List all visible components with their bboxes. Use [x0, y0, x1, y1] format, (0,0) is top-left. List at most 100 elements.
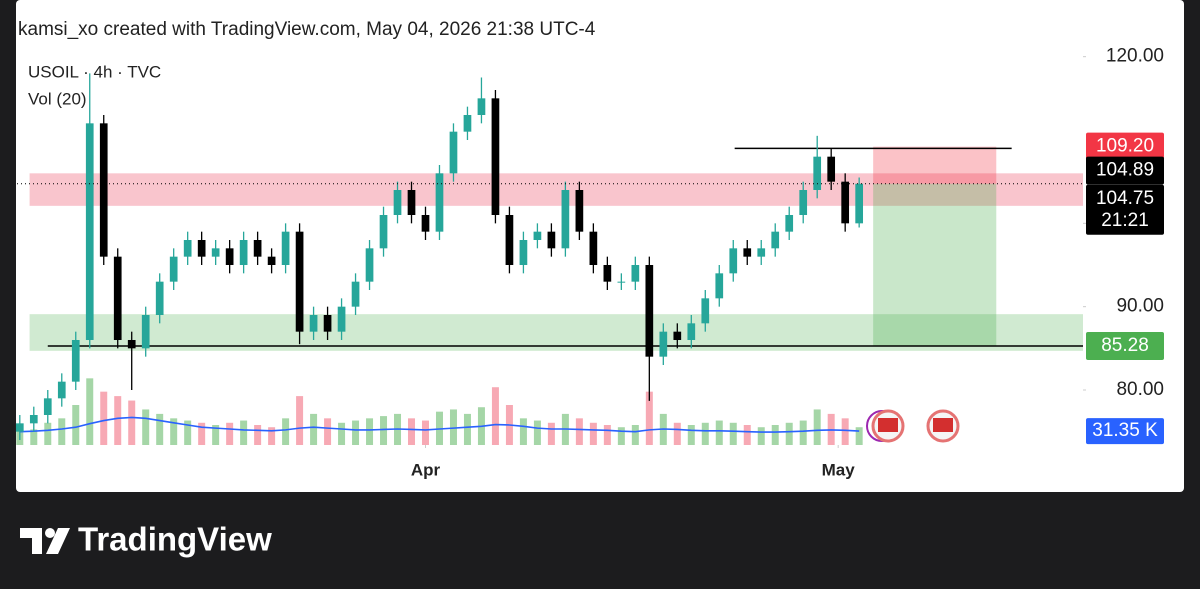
candle-body — [351, 281, 360, 307]
volume-bar — [589, 422, 597, 445]
volume-bar — [547, 422, 555, 445]
candle-body — [197, 240, 206, 257]
volume-bar — [701, 422, 709, 445]
volume-bar — [212, 425, 220, 445]
candle-body — [519, 240, 528, 265]
volume-bar — [226, 422, 234, 445]
candle-body — [211, 248, 220, 257]
volume-bar — [100, 391, 108, 445]
candle-body — [673, 331, 682, 340]
candle-body — [603, 265, 612, 282]
position-stop — [873, 146, 997, 184]
volume-label-box — [1086, 418, 1164, 445]
volume-bar — [715, 420, 723, 445]
volume-bar — [519, 418, 527, 445]
plot: 120.00100.0090.0080.00AprMay109.20104.89… — [15, 46, 1164, 479]
volume-bar — [86, 378, 94, 445]
volume-bar — [296, 396, 304, 445]
candle-body — [813, 156, 822, 190]
volume-bar — [380, 416, 388, 445]
price-label-box — [1086, 156, 1164, 185]
logo-text: TradingView — [78, 521, 272, 558]
volume-bar — [184, 420, 192, 445]
volume-bar — [449, 409, 457, 445]
volume-bar — [324, 418, 332, 445]
candle-body — [141, 315, 150, 349]
candle-body — [85, 123, 94, 340]
candle-body — [15, 423, 24, 432]
candle-body — [715, 273, 724, 299]
candle-body — [771, 231, 780, 249]
flag — [878, 418, 898, 432]
countdown: 21:21 — [1101, 210, 1149, 231]
volume-bar — [352, 420, 360, 445]
y-tick-label: 80.00 — [1116, 379, 1164, 400]
volume-bar — [617, 427, 625, 445]
volume-bar — [142, 409, 150, 445]
candle-body — [743, 248, 752, 257]
candle-body — [295, 231, 304, 332]
volume-bar — [743, 425, 751, 445]
candle-body — [253, 240, 262, 257]
logo-mark — [46, 528, 70, 554]
candle-body — [281, 231, 290, 265]
candle-body — [785, 215, 794, 232]
candle-body — [183, 240, 192, 257]
candle-body — [29, 415, 38, 424]
volume-bar — [813, 409, 821, 445]
logo-mark — [45, 528, 55, 538]
volume-bar — [408, 418, 416, 445]
volume-bar — [72, 405, 80, 445]
price-label: 104.89 — [1096, 160, 1154, 181]
candle-body — [505, 215, 514, 265]
price-label: 104.75 — [1096, 188, 1154, 209]
volume-bar — [240, 420, 248, 445]
price-label: 109.20 — [1096, 136, 1154, 157]
candle-body — [337, 306, 346, 332]
volume-bar — [44, 422, 52, 445]
volume-ma — [19, 416, 860, 433]
zone — [29, 173, 1083, 206]
candle-body — [169, 256, 178, 282]
volume-bar — [463, 413, 471, 445]
volume-bar — [170, 418, 178, 445]
volume-bar — [128, 400, 136, 445]
volume-bar — [841, 418, 849, 445]
logo-mark — [20, 528, 42, 554]
candle-body — [575, 190, 584, 232]
candle-body — [561, 190, 570, 249]
header-text: kamsi_xo created with TradingView.com, M… — [18, 19, 596, 40]
volume-bar — [30, 429, 38, 445]
candle-body — [855, 183, 864, 224]
candle-body — [659, 331, 668, 357]
volume-bar — [799, 420, 807, 445]
candle-body — [393, 190, 402, 215]
x-tick-label: May — [822, 460, 856, 479]
volume-bar — [491, 387, 499, 445]
candle-body — [421, 215, 430, 232]
volume-bar — [282, 418, 290, 445]
candle-body — [491, 98, 500, 215]
volume-bar — [771, 425, 779, 445]
volume-bar — [855, 427, 863, 445]
event-icons — [866, 409, 960, 443]
candle-body — [127, 340, 136, 349]
candle-body — [43, 398, 52, 415]
volume-bar — [338, 422, 346, 445]
x-tick-label: Apr — [411, 460, 441, 479]
candle-body — [365, 248, 374, 282]
candle-body — [645, 265, 654, 357]
candle-body — [449, 131, 458, 174]
flag — [933, 418, 953, 432]
candle-body — [533, 231, 542, 240]
volume-bar — [198, 422, 206, 445]
candle-body — [617, 281, 626, 283]
candle-body — [841, 181, 850, 224]
candle-body — [589, 231, 598, 265]
price-label-box — [1086, 132, 1164, 161]
candle-body — [225, 248, 234, 265]
volume-title: Vol (20) — [28, 89, 87, 108]
candle-body — [99, 123, 108, 257]
tv-logo — [20, 528, 70, 554]
